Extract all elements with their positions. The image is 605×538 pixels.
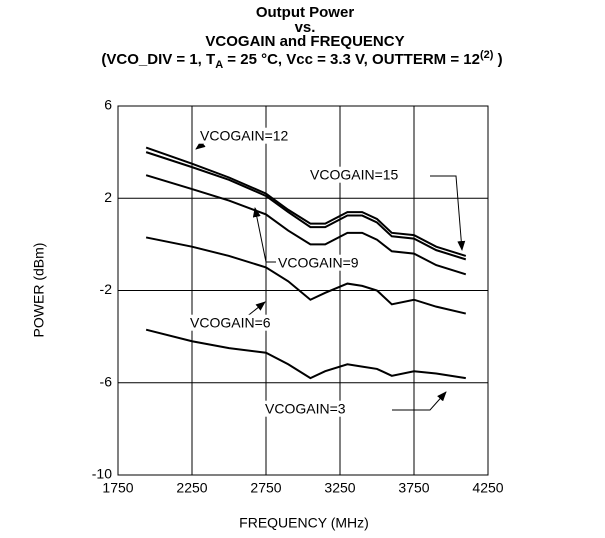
subtitle-part: ) <box>493 51 502 68</box>
series-label: VCOGAIN=6 <box>190 315 271 331</box>
label-leader <box>252 207 276 263</box>
series-label: VCOGAIN=3 <box>265 401 346 417</box>
x-tick-label: 2750 <box>250 480 281 496</box>
subtitle-part: (VCO_DIV = 1, T <box>101 51 215 68</box>
series-line <box>145 146 467 257</box>
series-label: VCOGAIN=12 <box>200 128 289 144</box>
label-leader <box>430 175 466 251</box>
y-tick-label: 6 <box>104 97 112 113</box>
y-tick-label: -10 <box>92 466 112 482</box>
label-background <box>308 166 401 183</box>
y-tick-label: 2 <box>104 189 112 205</box>
label-background <box>276 254 361 271</box>
subtitle-part: = 25 °C, Vcc = 3.3 V, OUTTERM = 12 <box>223 51 480 68</box>
x-tick-label: 3750 <box>398 480 429 496</box>
label-leader <box>392 391 447 411</box>
y-tick-label: -2 <box>100 281 113 297</box>
series-line <box>145 151 467 261</box>
chart-title: vs. <box>295 19 316 36</box>
label-background <box>188 314 273 331</box>
series-line <box>145 236 467 315</box>
y-tick-label: -6 <box>100 373 113 389</box>
series-line <box>145 174 467 276</box>
chart-title: VCOGAIN and FREQUENCY <box>205 33 404 50</box>
label-background <box>263 400 348 417</box>
subtitle-superscript: (2) <box>480 49 494 61</box>
chart-subtitle: (VCO_DIV = 1, TA = 25 °C, Vcc = 3.3 V, O… <box>101 49 502 71</box>
x-axis-label: FREQUENCY (MHz) <box>239 515 369 531</box>
x-tick-label: 1750 <box>102 480 133 496</box>
chart-title: Output Power <box>256 4 354 21</box>
subtitle-subscript: A <box>215 59 223 71</box>
x-tick-label: 4250 <box>472 480 503 496</box>
series-line <box>145 328 466 380</box>
series-label: VCOGAIN=9 <box>278 255 359 271</box>
series-label: VCOGAIN=15 <box>310 167 399 183</box>
x-tick-label: 2250 <box>176 480 207 496</box>
label-background <box>198 127 291 144</box>
x-tick-label: 3250 <box>324 480 355 496</box>
y-axis-label: POWER (dBm) <box>31 243 47 338</box>
